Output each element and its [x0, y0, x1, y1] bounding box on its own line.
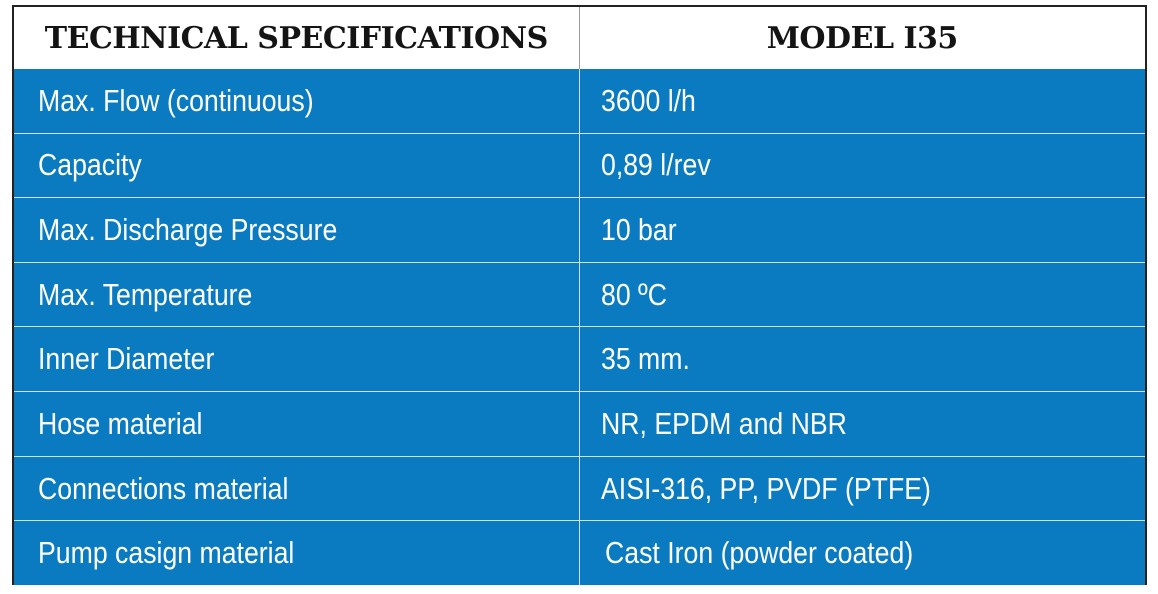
spec-label: Connections material: [13, 456, 579, 522]
spec-table: TECHNICAL SPECIFICATIONS MODEL I35 Max. …: [12, 5, 1147, 585]
table-row: Connections material AISI-316, PP, PVDF …: [13, 456, 1146, 522]
spec-label: Max. Discharge Pressure: [13, 197, 579, 263]
spec-value: NR, EPDM and NBR: [578, 391, 1146, 457]
spec-value: 35 mm.: [578, 326, 1146, 393]
header-row: TECHNICAL SPECIFICATIONS MODEL I35: [13, 6, 1146, 69]
table-row: Capacity 0,89 l/rev: [13, 133, 1146, 199]
header-model: MODEL I35: [579, 6, 1146, 69]
spec-label: Hose material: [13, 391, 579, 457]
spec-label: Inner Diameter: [13, 326, 579, 393]
table-row: Hose material NR, EPDM and NBR: [13, 391, 1146, 457]
spec-label: Capacity: [13, 133, 579, 199]
spec-label: Pump casign material: [13, 520, 579, 585]
spec-value: 10 bar: [578, 197, 1146, 263]
table-row: Max. Temperature 80 ºC: [13, 262, 1146, 328]
spec-label: Max. Temperature: [13, 262, 579, 328]
table-row: Max. Flow (continuous) 3600 l/h: [13, 69, 1146, 134]
spec-value: Cast Iron (powder coated): [578, 520, 1146, 585]
table-row: Max. Discharge Pressure 10 bar: [13, 197, 1146, 263]
header-technical-specifications: TECHNICAL SPECIFICATIONS: [13, 6, 580, 69]
spec-value: 3600 l/h: [578, 69, 1146, 134]
spec-value: AISI-316, PP, PVDF (PTFE): [578, 456, 1146, 522]
table-row: Pump casign material Cast Iron (powder c…: [13, 520, 1146, 585]
spec-label: Max. Flow (continuous): [13, 69, 579, 134]
spec-value: 80 ºC: [578, 262, 1146, 328]
table-row: Inner Diameter 35 mm.: [13, 326, 1146, 393]
spec-value: 0,89 l/rev: [578, 133, 1146, 199]
